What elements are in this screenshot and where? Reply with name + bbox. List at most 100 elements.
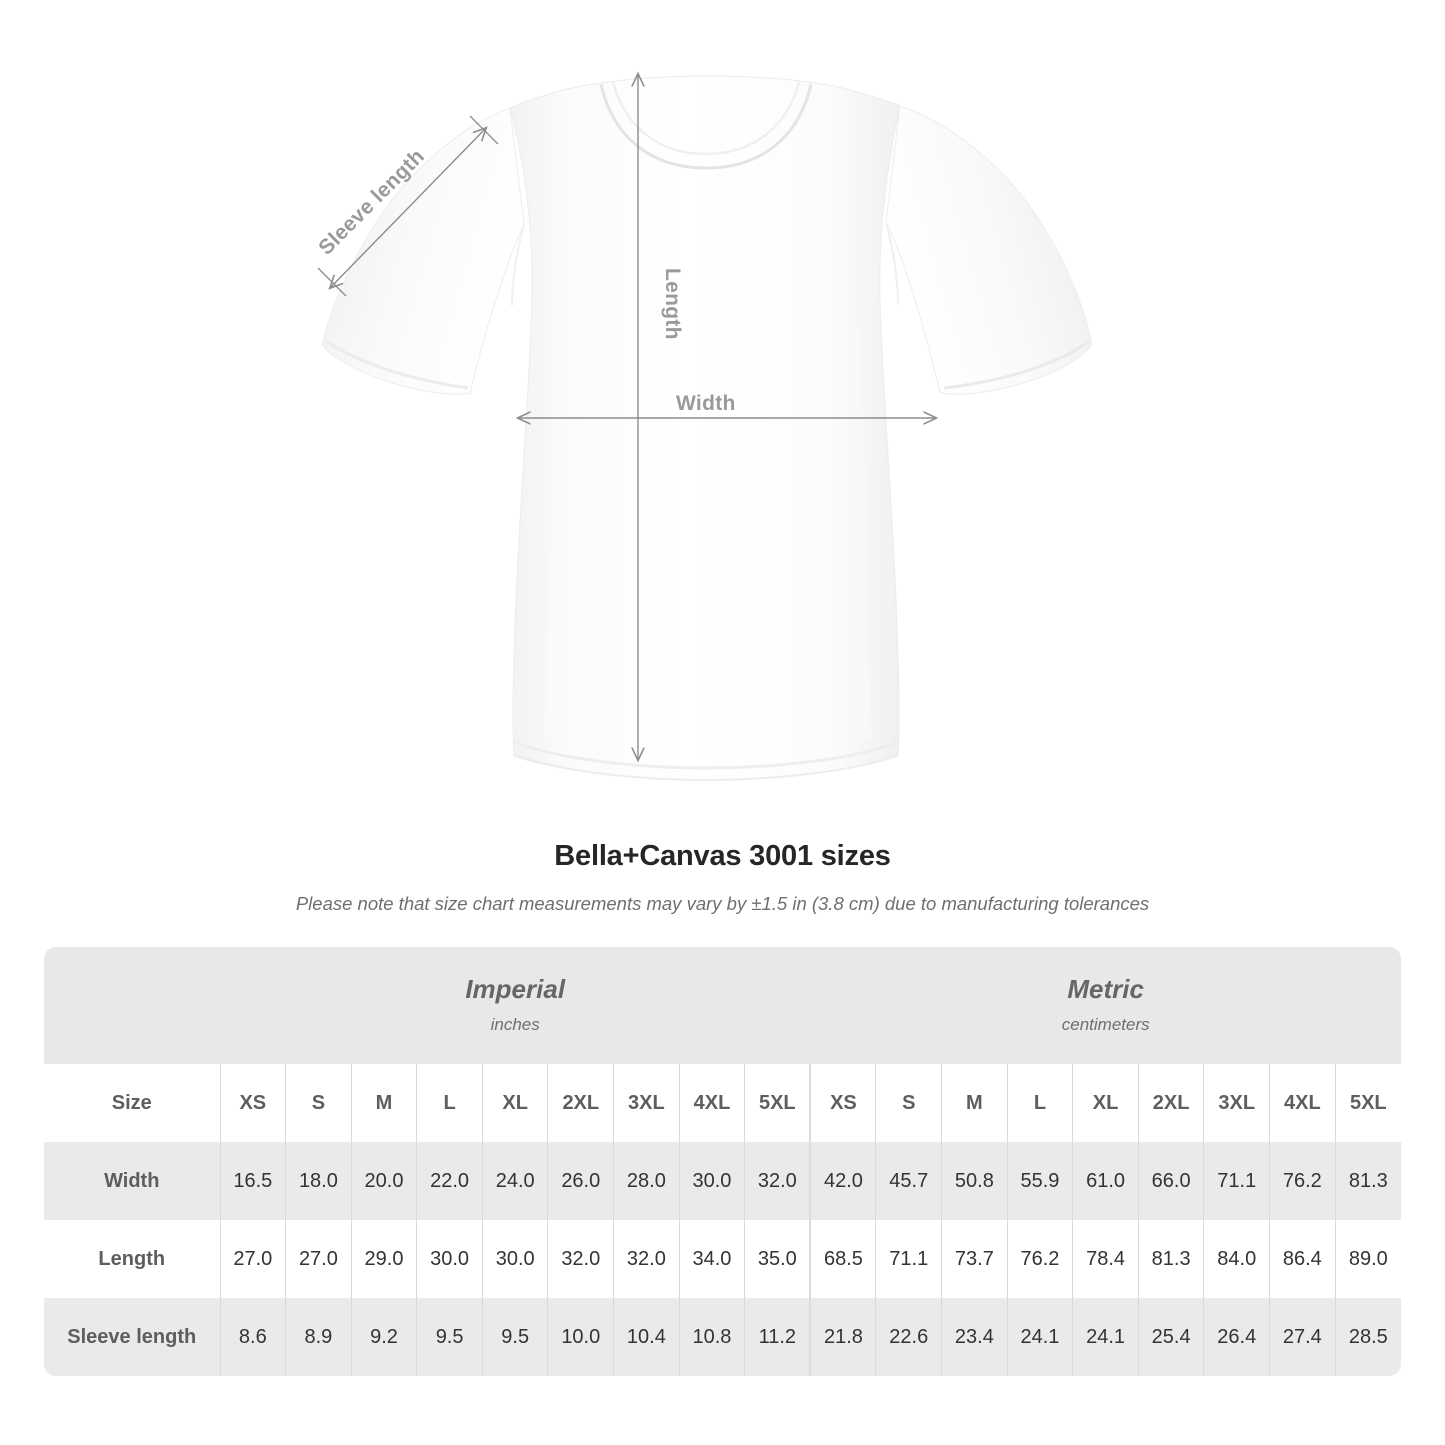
col-header-metric-2xl: 2XL <box>1137 1064 1204 1142</box>
cell-width-met-xs: 42.0 <box>809 1142 876 1220</box>
cell-width-met-4xl: 76.2 <box>1269 1142 1336 1220</box>
cell-sleeve-imp-xl: 9.5 <box>481 1298 548 1376</box>
cell-sleeve-imp-2xl: 10.0 <box>547 1298 614 1376</box>
tshirt-illustration <box>321 75 1093 782</box>
cell-length-met-m: 73.7 <box>941 1220 1008 1298</box>
cell-length-met-2xl: 81.3 <box>1137 1220 1204 1298</box>
col-header-metric-xs: XS <box>809 1064 876 1142</box>
cell-width-imp-m: 20.0 <box>350 1142 417 1220</box>
cell-width-imp-xs: 16.5 <box>219 1142 286 1220</box>
tshirt-right-sleeve <box>885 105 1093 395</box>
tshirt-body <box>509 75 901 781</box>
cell-length-met-s: 71.1 <box>875 1220 942 1298</box>
cell-width-imp-5xl: 32.0 <box>744 1142 811 1220</box>
unit-band-row: Imperial inches Metric centimeters <box>44 947 1401 1064</box>
cell-width-met-3xl: 71.1 <box>1203 1142 1270 1220</box>
cell-sleeve-imp-4xl: 10.8 <box>678 1298 745 1376</box>
cell-sleeve-met-s: 22.6 <box>875 1298 942 1376</box>
tshirt-collar <box>599 83 813 170</box>
row-label-width: Width <box>44 1142 221 1220</box>
width-label: Width <box>676 392 736 415</box>
cell-sleeve-imp-xs: 8.6 <box>219 1298 286 1376</box>
cell-width-imp-2xl: 26.0 <box>547 1142 614 1220</box>
cell-length-imp-3xl: 32.0 <box>613 1220 680 1298</box>
cell-length-met-l: 76.2 <box>1006 1220 1073 1298</box>
table-row: Sleeve length 8.6 8.9 9.2 9.5 9.5 10.0 1… <box>44 1298 1401 1376</box>
unit-group-imperial: Imperial inches <box>220 947 811 1064</box>
cell-length-met-xl: 78.4 <box>1072 1220 1139 1298</box>
cell-length-imp-5xl: 35.0 <box>744 1220 811 1298</box>
cell-width-met-5xl: 81.3 <box>1334 1142 1401 1220</box>
cell-sleeve-imp-3xl: 10.4 <box>613 1298 680 1376</box>
cell-width-met-s: 45.7 <box>875 1142 942 1220</box>
page-title: Bella+Canvas 3001 sizes <box>554 840 891 872</box>
unit-group-metric: Metric centimeters <box>810 947 1401 1064</box>
unit-sub-imperial: inches <box>490 1014 540 1034</box>
col-header-metric-xl: XL <box>1072 1064 1139 1142</box>
cell-length-imp-l: 30.0 <box>416 1220 483 1298</box>
col-header-metric-l: L <box>1006 1064 1073 1142</box>
cell-length-imp-xs: 27.0 <box>219 1220 286 1298</box>
cell-length-imp-s: 27.0 <box>285 1220 352 1298</box>
cell-sleeve-imp-m: 9.2 <box>350 1298 417 1376</box>
col-header-imperial-3xl: 3XL <box>613 1064 680 1142</box>
unit-name-imperial: Imperial <box>465 974 566 1005</box>
cell-sleeve-imp-l: 9.5 <box>416 1298 483 1376</box>
table-row: Length 27.0 27.0 29.0 30.0 30.0 32.0 32.… <box>44 1220 1401 1298</box>
tshirt-left-sleeve <box>321 107 525 395</box>
unit-band-spacer <box>44 947 221 1064</box>
table-row: Width 16.5 18.0 20.0 22.0 24.0 26.0 28.0… <box>44 1142 1401 1220</box>
cell-length-imp-2xl: 32.0 <box>547 1220 614 1298</box>
cell-width-met-l: 55.9 <box>1006 1142 1073 1220</box>
col-header-imperial-xs: XS <box>219 1064 286 1142</box>
cell-sleeve-imp-s: 8.9 <box>285 1298 352 1376</box>
size-chart-table: Imperial inches Metric centimeters Size … <box>44 947 1401 1376</box>
cell-sleeve-met-3xl: 26.4 <box>1203 1298 1270 1376</box>
length-label: Length <box>661 268 684 340</box>
col-header-metric-3xl: 3XL <box>1203 1064 1270 1142</box>
cell-sleeve-met-m: 23.4 <box>941 1298 1008 1376</box>
size-header-row: Size XS S M L XL 2XL 3XL 4XL 5XL XS S M … <box>44 1064 1401 1142</box>
tolerance-note: Please note that size chart measurements… <box>295 893 1150 914</box>
row-header-size: Size <box>44 1064 221 1142</box>
cell-width-imp-s: 18.0 <box>285 1142 352 1220</box>
row-label-length: Length <box>44 1220 221 1298</box>
cell-sleeve-met-2xl: 25.4 <box>1137 1298 1204 1376</box>
cell-length-met-4xl: 86.4 <box>1269 1220 1336 1298</box>
cell-width-imp-l: 22.0 <box>416 1142 483 1220</box>
cell-sleeve-met-xl: 24.1 <box>1072 1298 1139 1376</box>
cell-width-imp-4xl: 30.0 <box>678 1142 745 1220</box>
tshirt-hem <box>513 740 899 770</box>
cell-sleeve-met-5xl: 28.5 <box>1334 1298 1401 1376</box>
col-header-metric-m: M <box>941 1064 1008 1142</box>
row-label-sleeve-length: Sleeve length <box>44 1298 221 1376</box>
sleeve-length-measure-arrow <box>317 115 499 297</box>
unit-sub-metric: centimeters <box>1061 1014 1150 1034</box>
col-header-imperial-4xl: 4XL <box>678 1064 745 1142</box>
cell-sleeve-met-xs: 21.8 <box>809 1298 876 1376</box>
cell-sleeve-imp-5xl: 11.2 <box>744 1298 811 1376</box>
col-header-imperial-5xl: 5XL <box>744 1064 811 1142</box>
cell-length-imp-xl: 30.0 <box>481 1220 548 1298</box>
col-header-metric-s: S <box>875 1064 942 1142</box>
size-chart-table-wrap: Imperial inches Metric centimeters Size … <box>44 947 1401 1376</box>
unit-name-metric: Metric <box>1067 974 1144 1005</box>
col-header-imperial-s: S <box>285 1064 352 1142</box>
chart-title-block: Bella+Canvas 3001 sizes Please note that… <box>0 840 1445 915</box>
cell-width-imp-xl: 24.0 <box>481 1142 548 1220</box>
cell-width-met-m: 50.8 <box>941 1142 1008 1220</box>
cell-length-imp-4xl: 34.0 <box>678 1220 745 1298</box>
cell-sleeve-met-4xl: 27.4 <box>1269 1298 1336 1376</box>
cell-length-met-xs: 68.5 <box>809 1220 876 1298</box>
col-header-imperial-m: M <box>350 1064 417 1142</box>
cell-width-met-2xl: 66.0 <box>1137 1142 1204 1220</box>
cell-length-met-5xl: 89.0 <box>1334 1220 1401 1298</box>
cell-sleeve-met-l: 24.1 <box>1006 1298 1073 1376</box>
tshirt-measurement-diagram: Length Width Sleeve length <box>314 0 1093 782</box>
col-header-imperial-2xl: 2XL <box>547 1064 614 1142</box>
col-header-metric-4xl: 4XL <box>1269 1064 1336 1142</box>
cell-length-imp-m: 29.0 <box>350 1220 417 1298</box>
col-header-imperial-xl: XL <box>481 1064 548 1142</box>
col-header-imperial-l: L <box>416 1064 483 1142</box>
cell-width-imp-3xl: 28.0 <box>613 1142 680 1220</box>
